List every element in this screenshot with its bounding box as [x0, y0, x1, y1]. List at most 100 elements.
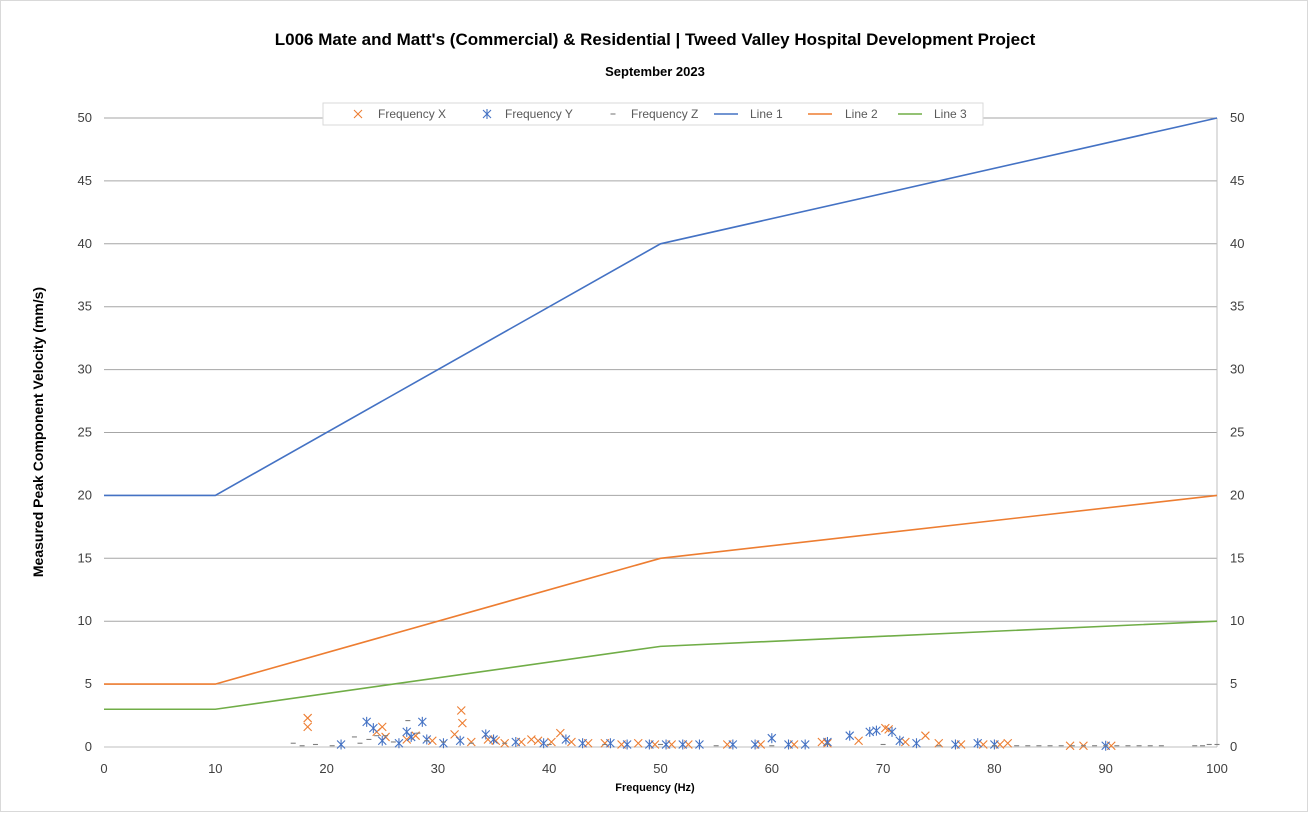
y-tick-label-right: 35	[1230, 299, 1244, 314]
legend-box	[322, 102, 984, 126]
data-point	[533, 736, 543, 746]
data-point	[402, 735, 412, 744]
data-point	[678, 739, 688, 750]
legend-label: Line 3	[934, 107, 967, 121]
y-tick-label-right: 0	[1230, 739, 1237, 754]
y-tick-label-left: 50	[78, 110, 92, 125]
y-tick-label-left: 5	[85, 676, 92, 691]
data-point	[644, 739, 654, 750]
data-point	[990, 739, 999, 750]
data-point	[456, 706, 466, 715]
data-point	[845, 730, 855, 741]
y-tick-label-left: 45	[78, 173, 92, 188]
data-point	[578, 738, 587, 749]
data-point	[784, 739, 793, 750]
data-point	[457, 718, 467, 728]
data-point	[481, 729, 491, 740]
y-tick-label-right: 5	[1230, 676, 1237, 691]
data-point	[695, 739, 704, 750]
data-point	[895, 735, 905, 746]
x-tick-label: 20	[319, 761, 333, 776]
data-point	[455, 735, 465, 746]
legend-label: Line 1	[750, 107, 783, 121]
data-point	[854, 736, 864, 746]
y-tick-label-left: 0	[85, 739, 92, 754]
data-point	[422, 734, 432, 745]
data-point	[567, 737, 576, 747]
data-point	[303, 722, 313, 732]
data-point	[661, 739, 671, 750]
y-tick-label-right: 20	[1230, 487, 1244, 502]
y-tick-label-left: 35	[78, 299, 92, 314]
x-tick-label: 0	[100, 761, 107, 776]
data-point	[633, 738, 643, 748]
data-point	[439, 738, 448, 749]
y-tick-label-right: 10	[1230, 613, 1244, 628]
data-point	[394, 738, 404, 749]
data-point	[606, 738, 615, 749]
data-point	[511, 736, 521, 747]
data-point	[728, 739, 738, 750]
x-tick-label: 10	[208, 761, 222, 776]
y-tick-label-left: 20	[78, 487, 92, 502]
y-tick-label-left: 15	[78, 550, 92, 565]
series-line	[104, 620, 1218, 711]
legend-label: Line 2	[845, 107, 878, 121]
y-tick-label-left: 10	[78, 613, 92, 628]
y-tick-label-right: 45	[1230, 173, 1244, 188]
data-point	[362, 716, 372, 727]
x-tick-label: 100	[1206, 761, 1228, 776]
x-tick-label: 70	[876, 761, 890, 776]
data-point	[427, 736, 437, 746]
x-tick-label: 60	[765, 761, 779, 776]
data-point	[921, 731, 930, 741]
legend-marker	[482, 109, 492, 119]
y-tick-label-right: 50	[1230, 110, 1244, 125]
x-tick-label: 90	[1098, 761, 1112, 776]
series-line	[104, 117, 1218, 497]
x-tick-label: 50	[653, 761, 667, 776]
x-tick-label: 30	[431, 761, 445, 776]
data-point	[865, 726, 875, 737]
x-tick-label: 80	[987, 761, 1001, 776]
data-point	[303, 713, 313, 723]
data-point	[767, 733, 777, 744]
data-point	[872, 725, 881, 736]
y-tick-label-right: 15	[1230, 550, 1244, 565]
data-point	[951, 739, 960, 750]
x-axis-label: Frequency (Hz)	[615, 782, 695, 794]
data-point	[887, 726, 897, 737]
data-point	[406, 731, 416, 742]
data-point	[900, 737, 910, 747]
data-point	[800, 739, 810, 750]
data-point	[978, 740, 988, 749]
data-point	[417, 716, 427, 727]
data-point	[336, 739, 346, 750]
data-point	[489, 734, 498, 745]
y-tick-label-right: 25	[1230, 425, 1244, 440]
data-point	[466, 737, 476, 747]
series-line	[104, 494, 1218, 685]
chart-subtitle: September 2023	[605, 64, 705, 79]
x-tick-label: 40	[542, 761, 556, 776]
legend-marker	[353, 109, 363, 119]
data-point	[377, 722, 387, 732]
legend-label: Frequency Z	[631, 107, 698, 121]
y-tick-label-left: 40	[78, 236, 92, 251]
data-point	[622, 739, 632, 750]
data-point	[823, 736, 832, 747]
data-point	[561, 734, 571, 745]
y-tick-label-right: 40	[1230, 236, 1244, 251]
data-point	[750, 739, 760, 750]
data-point	[368, 723, 378, 734]
y-tick-label-left: 25	[78, 425, 92, 440]
data-point	[377, 735, 387, 746]
data-point	[934, 738, 944, 748]
data-point	[1003, 738, 1013, 748]
legend-label: Frequency X	[378, 107, 446, 121]
y-tick-label-left: 30	[78, 362, 92, 377]
data-point	[973, 738, 983, 749]
legend-label: Frequency Y	[505, 107, 573, 121]
